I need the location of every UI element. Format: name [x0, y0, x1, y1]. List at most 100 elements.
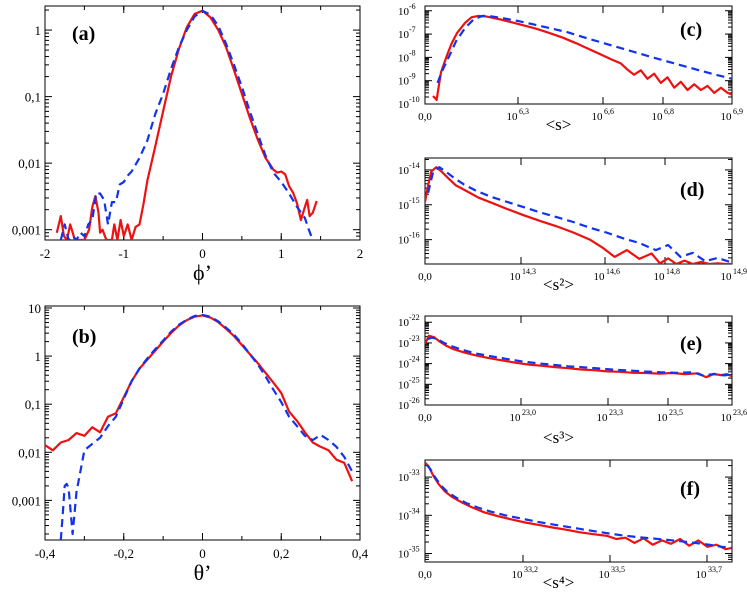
x-tick-label: 10 [507, 111, 519, 123]
series-red-line [55, 9, 318, 240]
x-axis-label: <s> [546, 115, 572, 134]
y-tick-label: 0,01 [18, 156, 41, 171]
x-tick-exponent: 14,8 [666, 267, 680, 276]
y-tick-label: 10 [398, 52, 410, 64]
series-blue-line [59, 313, 354, 540]
y-tick-label: 10 [398, 317, 410, 329]
y-tick-exponent: -33 [409, 468, 420, 477]
x-tick-label: 10 [696, 569, 708, 581]
x-tick-label: -1 [118, 246, 129, 261]
x-tick-exponent: 6,6 [604, 107, 614, 116]
y-tick-label: 0,1 [25, 90, 41, 105]
y-tick-label: 10 [398, 379, 410, 391]
x-tick-label: -0,4 [35, 546, 56, 561]
series-red-line [45, 314, 354, 482]
x-tick-label: 10 [510, 412, 522, 424]
x-tick-label: -2 [40, 246, 51, 261]
y-tick-label: 10 [398, 359, 410, 371]
y-tick-label: 10 [28, 301, 41, 316]
x-tick-exponent: 23,6 [733, 408, 747, 417]
series-blue-line [427, 336, 732, 377]
y-tick-exponent: -6 [409, 2, 416, 11]
x-axis-label: ϕ’ [193, 260, 212, 285]
y-tick-label: 0,01 [18, 445, 41, 460]
series-blue-line [436, 14, 732, 84]
panel-label: (f) [680, 478, 700, 500]
y-tick-exponent: -8 [409, 48, 416, 57]
y-tick-label: 10 [398, 510, 410, 522]
y-tick-exponent: -7 [409, 25, 416, 34]
y-tick-label: 10 [398, 165, 410, 177]
x-tick-label: 0,4 [352, 546, 369, 561]
plot-frame [424, 157, 733, 265]
x-tick-label: 10 [721, 111, 733, 123]
y-tick-exponent: -34 [409, 506, 420, 515]
x-tick-label: 0 [199, 546, 206, 561]
y-tick-label: 1 [35, 349, 42, 364]
x-tick-exponent: 33,2 [524, 565, 538, 574]
x-tick-exponent: 6,3 [519, 107, 529, 116]
y-tick-exponent: -35 [409, 545, 420, 554]
x-tick-exponent: 14,3 [522, 267, 536, 276]
y-tick-exponent: -25 [409, 375, 420, 384]
y-tick-label: 10 [398, 235, 410, 247]
panel-label: (b) [72, 326, 96, 348]
y-tick-exponent: -24 [409, 355, 420, 364]
y-tick-label: 10 [398, 400, 410, 412]
y-tick-label: 10 [398, 549, 410, 561]
x-tick-exponent: 6,8 [664, 107, 674, 116]
x-tick-label: 10 [652, 111, 664, 123]
x-tick-label: 0,0 [418, 271, 432, 283]
panel-a: 0,001 0,01 0,1 1 -2 -1 0 1 2 (a) ϕ’ [12, 5, 363, 285]
series-group [55, 9, 318, 240]
y-tick-label: 10 [398, 338, 410, 350]
panel-b: 0,001 0,01 0,1 1 10 -0,4 -0,2 0 0,2 0,4 (b) θ’ [12, 301, 369, 585]
x-tick-label: -0,2 [113, 546, 134, 561]
x-axis-label: <s³> [543, 428, 574, 447]
plot-frame [424, 459, 733, 563]
y-tick-exponent: -23 [409, 334, 420, 343]
y-tick-label: 0,1 [25, 397, 41, 412]
x-tick-exponent: 6,9 [733, 107, 743, 116]
series-group [45, 313, 354, 540]
y-tick-label: 10 [398, 472, 410, 484]
x-tick-label: 10 [721, 271, 733, 283]
x-tick-exponent: 14,6 [606, 267, 620, 276]
y-tick-label: 10 [398, 76, 410, 88]
y-tick-label: 10 [398, 99, 410, 111]
y-tick-exponent: -9 [409, 72, 416, 81]
x-tick-label: 10 [654, 271, 666, 283]
y-tick-exponent: -22 [409, 313, 420, 322]
y-tick-exponent: -10 [409, 95, 420, 104]
x-tick-label: 10 [592, 111, 604, 123]
x-tick-exponent: 23,3 [609, 408, 623, 417]
plot-frame [424, 5, 733, 105]
x-tick-exponent: 33,7 [708, 565, 722, 574]
series-group [432, 14, 732, 102]
x-tick-label: 10 [597, 412, 609, 424]
series-group [425, 334, 732, 379]
x-tick-label: 10 [512, 569, 524, 581]
series-group [425, 461, 732, 551]
series-group [425, 166, 732, 264]
series-blue-line [427, 166, 732, 264]
x-tick-label: 0,0 [418, 111, 432, 123]
x-tick-label: 10 [510, 271, 522, 283]
panel-label: (d) [680, 179, 704, 201]
x-tick-label: 0 [199, 246, 206, 261]
panel-label: (c) [680, 19, 702, 41]
x-tick-exponent: 33,5 [611, 565, 625, 574]
panel-label: (e) [680, 333, 702, 355]
x-tick-label: 0,0 [418, 569, 432, 581]
x-tick-label: 10 [721, 412, 733, 424]
x-tick-label: 10 [594, 271, 606, 283]
x-tick-label: 1 [278, 246, 285, 261]
y-tick-label: 1 [35, 23, 42, 38]
y-tick-label: 0,001 [12, 493, 41, 508]
plot-frame [424, 315, 733, 406]
